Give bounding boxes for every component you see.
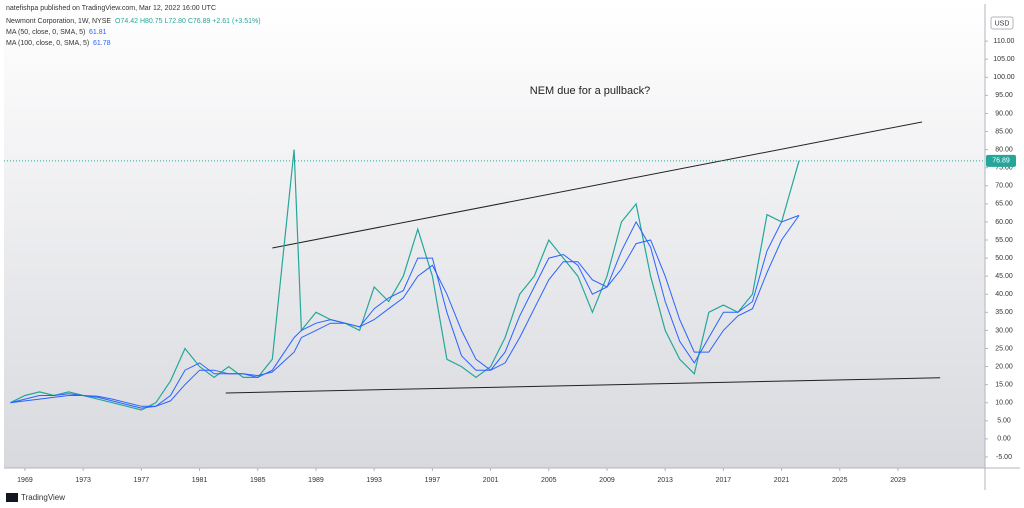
y-tick-label: 50.00 [995, 255, 1013, 262]
last-price-label: 76.89 [992, 158, 1010, 165]
x-tick-label: 1973 [75, 477, 91, 484]
ma-line [10, 214, 800, 409]
y-tick-label: 25.00 [995, 345, 1013, 352]
y-tick-label: 85.00 [995, 128, 1013, 135]
price-line [10, 149, 800, 411]
attribution: natefishpa published on TradingView.com,… [6, 5, 216, 12]
y-tick-label: 65.00 [995, 201, 1013, 208]
y-tick-label: 90.00 [995, 110, 1013, 117]
x-tick-label: 2013 [657, 477, 673, 484]
x-tick-label: 1989 [308, 477, 324, 484]
y-tick-label: 20.00 [995, 363, 1013, 370]
y-tick-label: 45.00 [995, 273, 1013, 280]
y-tick-label: 40.00 [995, 291, 1013, 298]
x-tick-label: 2025 [832, 477, 848, 484]
ma-line [10, 215, 800, 407]
x-tick-label: 2021 [774, 477, 790, 484]
brand: TradingView [21, 493, 65, 502]
plot [4, 121, 985, 411]
y-tick-label: 70.00 [995, 183, 1013, 190]
legend-name: MA (50, close, 0, SMA, 5) [6, 29, 85, 36]
y-tick-label: 10.00 [995, 400, 1013, 407]
y-tick-label: 110.00 [994, 38, 1015, 45]
trendline [272, 121, 923, 249]
y-tick-label: 5.00 [997, 418, 1011, 425]
y-tick-label: 95.00 [995, 92, 1013, 99]
currency-box[interactable] [990, 16, 1014, 30]
y-tick-label: 80.00 [995, 146, 1013, 153]
y-tick-label: 75.00 [995, 165, 1013, 172]
trendline [225, 377, 941, 394]
x-tick-label: 2005 [541, 477, 557, 484]
last-price-box [986, 154, 1016, 167]
plot-background [4, 4, 985, 468]
x-tick-label: 1981 [192, 477, 208, 484]
currency[interactable]: USD [995, 20, 1010, 27]
ohlc: O74.42 H80.75 L72.80 C76.89 +2.61 (+3.51… [115, 18, 261, 25]
legend-value: 61.78 [93, 40, 111, 47]
x-tick-label: 1985 [250, 477, 266, 484]
y-tick-label: 60.00 [995, 219, 1013, 226]
y-tick-label: -5.00 [996, 454, 1012, 461]
annotation: NEM due for a pullback? [530, 85, 650, 97]
x-tick-label: 2029 [890, 477, 906, 484]
y-tick-label: 30.00 [995, 327, 1013, 334]
symbol: Newmont Corporation, 1W, NYSE [6, 18, 111, 25]
x-tick-label: 2009 [599, 477, 615, 484]
y-tick-label: 100.00 [993, 74, 1015, 81]
y-tick-label: 105.00 [993, 56, 1015, 63]
y-tick-label: 35.00 [995, 309, 1013, 316]
brand-logo [6, 493, 18, 502]
legend-value: 61.81 [89, 29, 107, 36]
y-tick-label: 15.00 [995, 381, 1013, 388]
x-tick-label: 2017 [716, 477, 732, 484]
x-tick-label: 1977 [134, 477, 150, 484]
x-tick-label: 1969 [17, 477, 33, 484]
x-tick-label: 1993 [366, 477, 382, 484]
x-tick-label: 2001 [483, 477, 499, 484]
y-tick-label: 0.00 [997, 436, 1011, 443]
legend-name: MA (100, close, 0, SMA, 5) [6, 40, 89, 47]
y-tick-label: 55.00 [995, 237, 1013, 244]
x-tick-label: 1997 [425, 477, 441, 484]
